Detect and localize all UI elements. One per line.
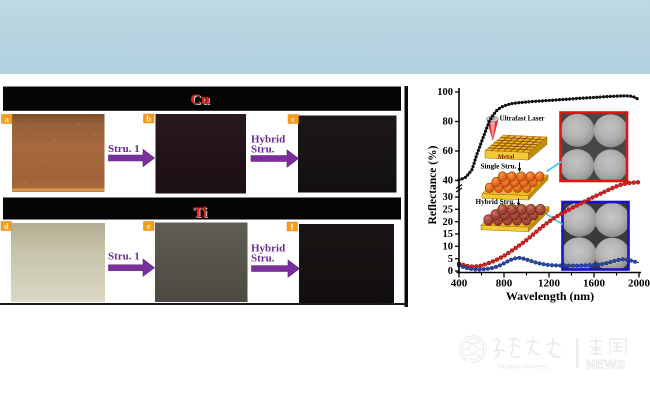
svg-text:25: 25 [443,205,454,216]
svg-text:Hybrid: Hybrid [251,134,285,146]
svg-text:10: 10 [443,242,454,253]
svg-text:Ti: Ti [194,206,208,222]
svg-text:800: 800 [496,278,513,290]
svg-text:a: a [5,114,10,124]
svg-text:15: 15 [443,229,454,240]
svg-text:Single Stru.: Single Stru. [481,163,517,171]
svg-text:Tsinghua University: Tsinghua University [497,365,549,371]
svg-text:Cu: Cu [190,92,209,108]
svg-text:40: 40 [443,176,454,187]
svg-text:f: f [291,221,294,231]
svg-text:20: 20 [443,217,454,228]
svg-text:Wavelength (nm): Wavelength (nm) [506,289,594,303]
svg-text:b: b [146,113,151,123]
svg-text:2000: 2000 [628,278,650,290]
svg-text:Cu: Cu [192,93,211,109]
svg-text:Hybrid Stru.: Hybrid Stru. [476,198,516,206]
svg-text:30: 30 [443,192,454,203]
svg-text:Metal: Metal [498,154,515,161]
svg-text:c: c [291,114,295,124]
svg-text:Stru. 1: Stru. 1 [108,143,140,155]
svg-text:Ultrafast Laser: Ultrafast Laser [500,116,545,123]
svg-text:60: 60 [443,146,454,157]
svg-text:Stru.: Stru. [251,144,275,156]
svg-text:400: 400 [451,278,468,290]
svg-text:Reflectance (%): Reflectance (%) [427,145,439,224]
svg-text:Ti: Ti [193,205,207,221]
svg-text:1600: 1600 [583,278,606,290]
svg-text:5: 5 [448,254,453,265]
svg-text:1200: 1200 [538,278,561,290]
svg-text:0: 0 [448,266,453,277]
svg-text:NEWS: NEWS [586,358,626,372]
svg-text:Stru. 1: Stru. 1 [108,251,140,263]
svg-text:Stru.: Stru. [251,253,275,265]
svg-text:Hybrid: Hybrid [251,243,285,255]
svg-text:100: 100 [437,87,453,98]
svg-text:e: e [147,221,151,231]
svg-text:80: 80 [443,117,454,128]
svg-text:d: d [4,221,9,231]
